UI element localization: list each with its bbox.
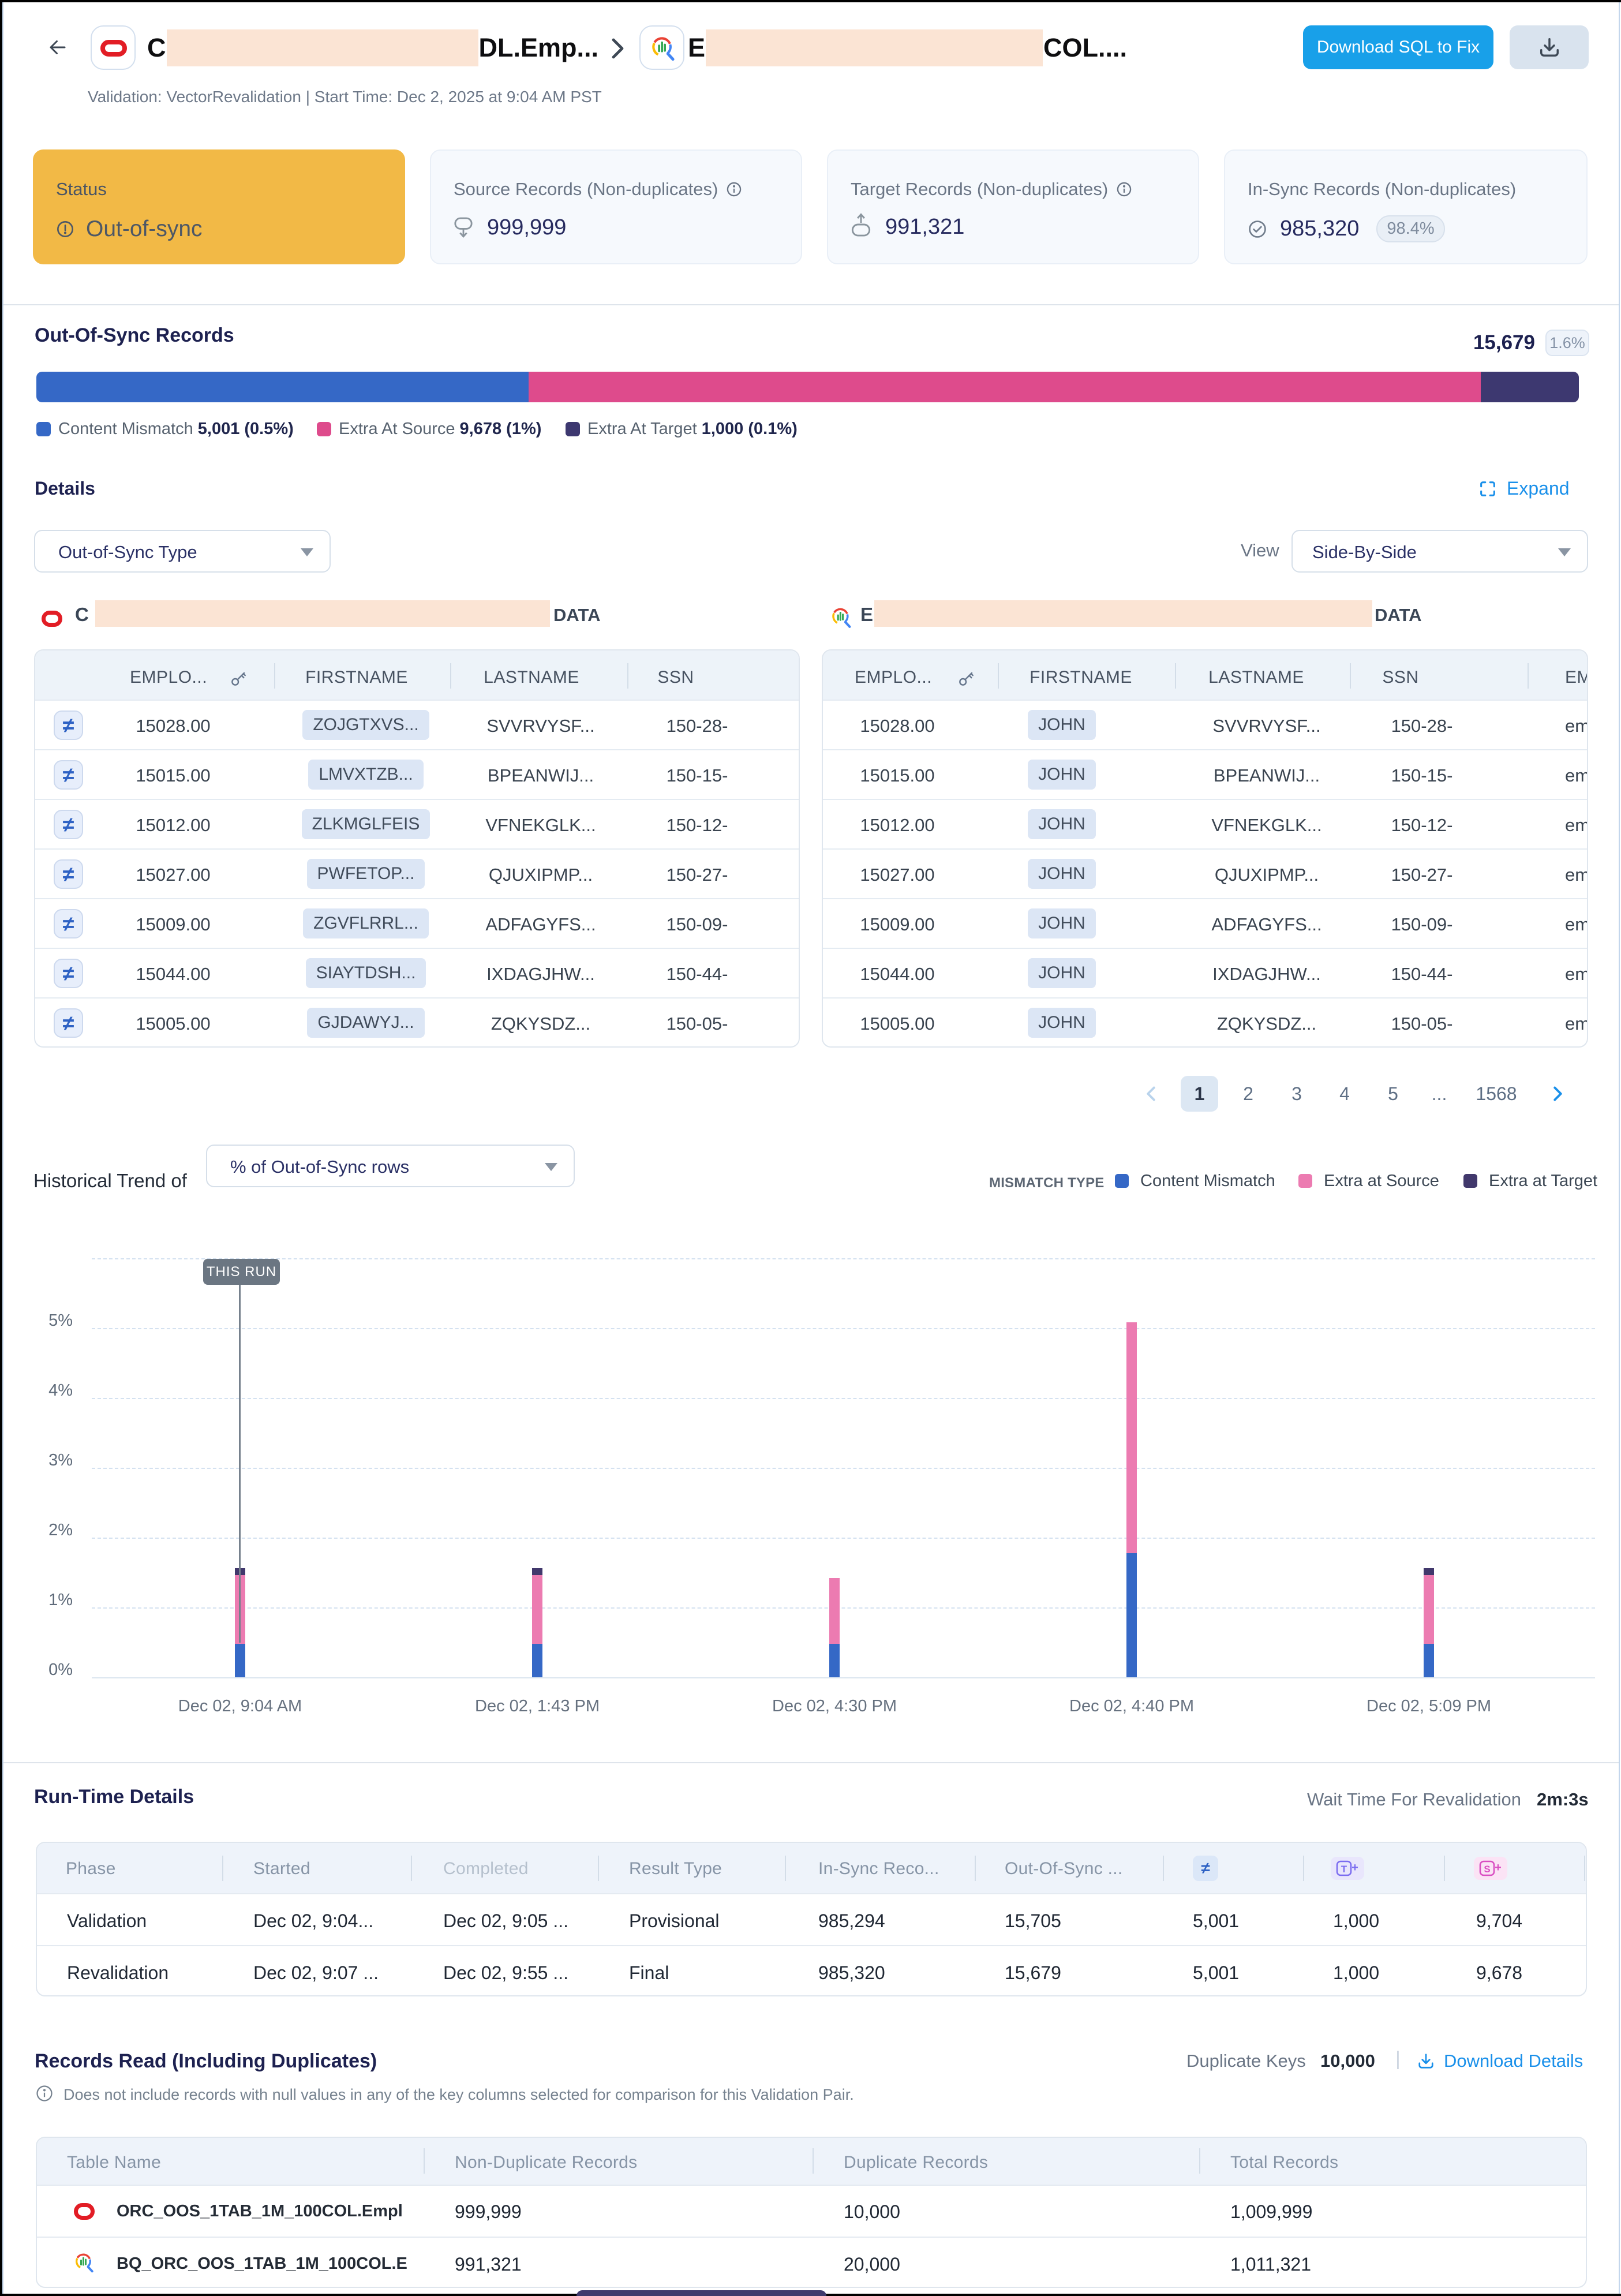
svg-text:T: T (1341, 1864, 1347, 1875)
svg-text:S: S (1484, 1864, 1490, 1875)
svg-text:+: + (1352, 1861, 1358, 1874)
svg-text:+: + (1495, 1861, 1502, 1874)
